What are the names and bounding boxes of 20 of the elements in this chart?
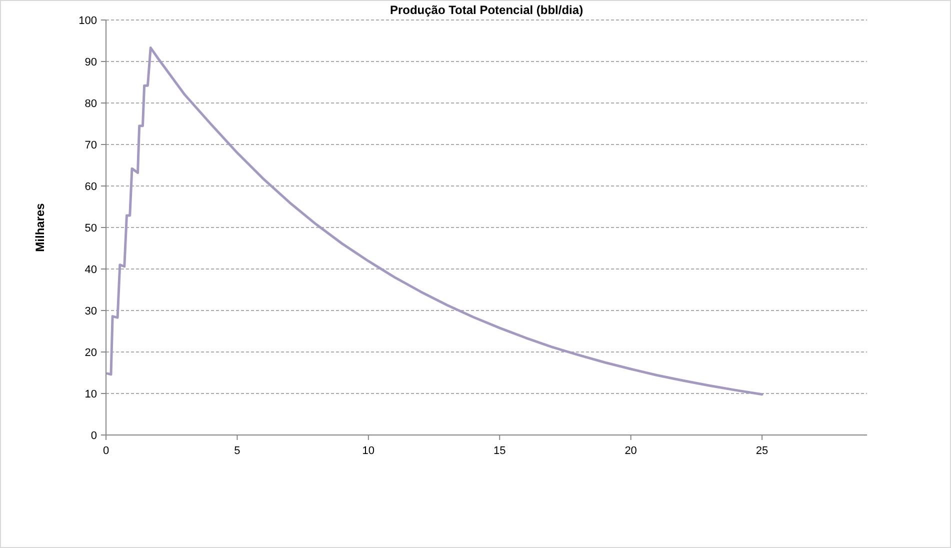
y-tick-label: 20: [84, 347, 97, 359]
x-tick-label: 25: [756, 445, 768, 457]
x-tick-label: 0: [102, 445, 110, 457]
chart-title: Produção Total Potencial (bbl/dia): [390, 3, 584, 17]
y-tick-label: 30: [84, 306, 97, 318]
y-tick-label: 50: [84, 222, 97, 234]
y-tick-label: 10: [84, 388, 97, 400]
x-tick-label: 20: [624, 445, 637, 457]
y-tick-label: 40: [84, 264, 97, 276]
x-tick-label: 5: [234, 445, 240, 457]
x-tick-label: 15: [493, 445, 506, 457]
y-tick-label: 60: [84, 181, 97, 193]
y-tick-label: 70: [84, 140, 97, 152]
y-tick-label: 80: [84, 98, 97, 110]
line-series: [106, 46, 764, 396]
y-axis-title: Milhares: [33, 202, 47, 252]
y-tick-label: 90: [84, 56, 97, 68]
y-tick-label: 0: [90, 430, 97, 442]
y-tick-label: 100: [78, 15, 97, 27]
x-tick-label: 10: [362, 445, 375, 457]
